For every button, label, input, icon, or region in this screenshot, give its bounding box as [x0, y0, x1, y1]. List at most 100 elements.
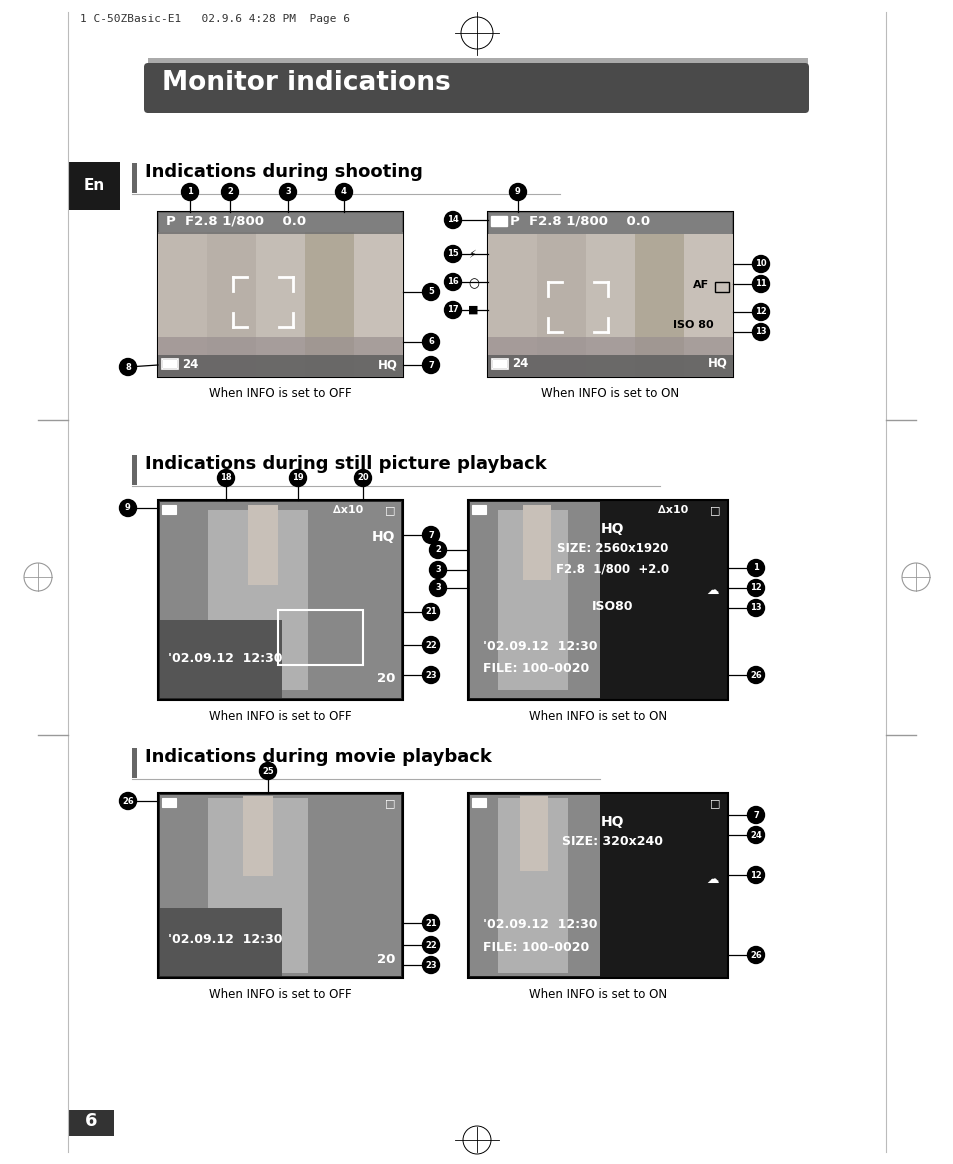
Bar: [208, 799, 308, 973]
Circle shape: [429, 541, 446, 559]
Text: □: □: [385, 799, 395, 808]
Bar: [468, 793, 727, 978]
Circle shape: [747, 946, 763, 964]
Text: 7: 7: [428, 361, 434, 369]
Text: □: □: [385, 505, 395, 514]
FancyBboxPatch shape: [144, 63, 808, 113]
Text: 14: 14: [447, 215, 458, 225]
Bar: [158, 793, 402, 978]
Text: 7: 7: [428, 531, 434, 539]
Circle shape: [747, 826, 763, 844]
Bar: [68, 1110, 113, 1136]
Circle shape: [752, 256, 769, 272]
Text: 20: 20: [376, 953, 395, 966]
Text: 21: 21: [425, 608, 436, 617]
Text: 5: 5: [428, 288, 434, 297]
Bar: [585, 234, 635, 377]
Text: 1: 1: [187, 187, 193, 197]
Circle shape: [119, 499, 136, 517]
Bar: [468, 501, 727, 700]
Bar: [635, 234, 683, 377]
Text: P  F2.8 1/800    0.0: P F2.8 1/800 0.0: [510, 214, 649, 227]
Bar: [160, 620, 282, 698]
Text: '02.09.12  12:30: '02.09.12 12:30: [168, 934, 282, 946]
Circle shape: [422, 603, 439, 620]
Circle shape: [747, 560, 763, 576]
Text: Indications during movie playback: Indications during movie playback: [145, 748, 492, 766]
Circle shape: [444, 246, 461, 263]
Bar: [354, 232, 402, 377]
Circle shape: [422, 356, 439, 374]
Bar: [68, 162, 120, 210]
Bar: [470, 795, 599, 975]
Circle shape: [444, 212, 461, 228]
Text: 11: 11: [755, 279, 766, 289]
Bar: [492, 359, 507, 369]
Bar: [160, 908, 282, 975]
Circle shape: [422, 915, 439, 931]
Text: 20: 20: [376, 672, 395, 684]
Bar: [470, 502, 599, 698]
Bar: [488, 355, 732, 377]
Text: 24: 24: [182, 359, 198, 371]
Bar: [519, 796, 547, 871]
Circle shape: [119, 793, 136, 809]
Text: ⚡: ⚡: [468, 250, 476, 260]
Circle shape: [422, 937, 439, 953]
Text: 17: 17: [447, 305, 458, 314]
Circle shape: [422, 526, 439, 544]
Bar: [158, 355, 402, 377]
Bar: [132, 163, 137, 193]
Circle shape: [217, 469, 234, 487]
Text: ISO 80: ISO 80: [672, 320, 713, 331]
Text: 22: 22: [425, 941, 436, 950]
Text: 13: 13: [749, 603, 761, 612]
Text: 21: 21: [425, 918, 436, 928]
Circle shape: [355, 469, 371, 487]
Text: When INFO is set to OFF: When INFO is set to OFF: [209, 988, 351, 1001]
Bar: [158, 232, 207, 377]
Text: 12: 12: [749, 871, 761, 880]
Circle shape: [422, 334, 439, 350]
Text: SIZE: 2560x1920: SIZE: 2560x1920: [557, 542, 668, 555]
Text: Monitor indications: Monitor indications: [162, 70, 450, 95]
Text: 8: 8: [125, 362, 131, 371]
Text: 2: 2: [435, 546, 440, 554]
Bar: [163, 360, 177, 368]
Text: 3: 3: [285, 187, 291, 197]
Text: When INFO is set to OFF: When INFO is set to OFF: [209, 710, 351, 723]
Text: 12: 12: [755, 307, 766, 317]
Circle shape: [747, 580, 763, 596]
Bar: [158, 212, 402, 377]
Text: ∆x10: ∆x10: [658, 505, 687, 514]
Circle shape: [747, 807, 763, 823]
Bar: [255, 232, 305, 377]
Text: ☁: ☁: [705, 584, 718, 597]
Bar: [243, 796, 273, 876]
Circle shape: [509, 184, 526, 200]
Circle shape: [422, 957, 439, 973]
Text: □: □: [709, 505, 720, 514]
Text: Indications during still picture playback: Indications during still picture playbac…: [145, 455, 546, 473]
Text: 6: 6: [428, 338, 434, 347]
Circle shape: [747, 599, 763, 617]
Text: 24: 24: [512, 357, 528, 370]
Bar: [277, 610, 363, 665]
Bar: [305, 232, 354, 377]
Circle shape: [429, 580, 446, 596]
Bar: [248, 505, 277, 585]
Bar: [160, 502, 400, 698]
Circle shape: [752, 276, 769, 292]
Bar: [683, 234, 732, 377]
Text: FILE: 100–0020: FILE: 100–0020: [482, 662, 589, 675]
Text: 26: 26: [122, 796, 133, 805]
Bar: [132, 748, 137, 778]
Bar: [497, 510, 567, 690]
Bar: [208, 510, 308, 690]
Bar: [158, 501, 402, 700]
Text: P  F2.8 1/800    0.0: P F2.8 1/800 0.0: [166, 214, 306, 227]
Text: 7: 7: [752, 810, 758, 819]
Text: 25: 25: [262, 767, 274, 775]
Text: 22: 22: [425, 640, 436, 650]
Text: 19: 19: [292, 474, 303, 483]
